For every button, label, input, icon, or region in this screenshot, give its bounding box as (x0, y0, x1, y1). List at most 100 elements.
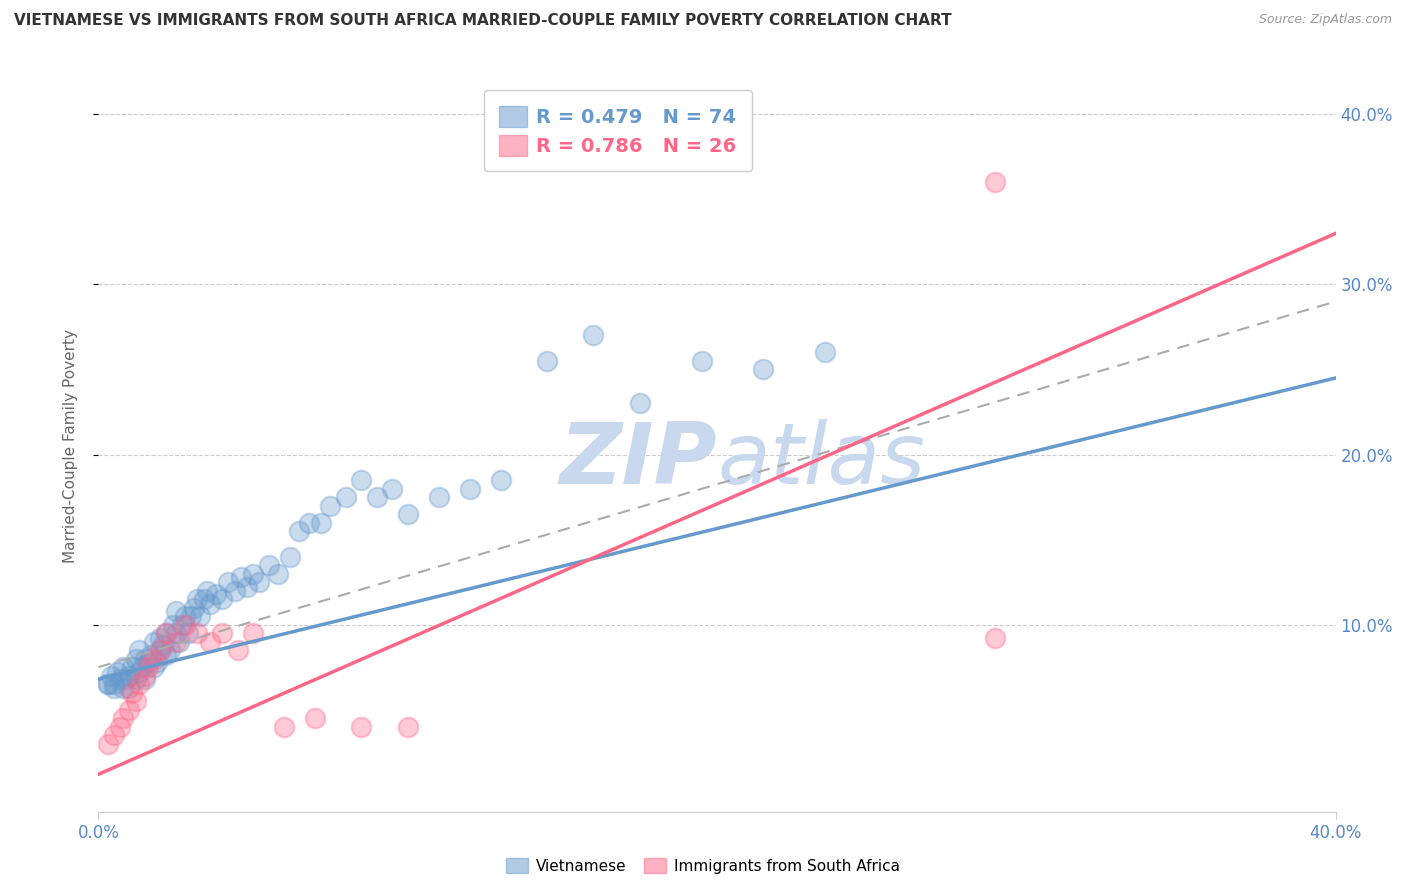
Point (211, 592, 233, 607)
Point (112, 681, 135, 695)
Point (267, 566, 290, 581)
Point (278, 549, 301, 564)
Point (198, 597, 221, 611)
Point (226, 643, 249, 657)
Point (118, 668, 141, 682)
Point (190, 609, 212, 624)
Point (984, 175, 1007, 189)
Point (134, 668, 156, 682)
Point (298, 516, 321, 530)
Text: atlas: atlas (717, 419, 925, 502)
Point (97, 677, 120, 691)
Legend: Vietnamese, Immigrants from South Africa: Vietnamese, Immigrants from South Africa (501, 852, 905, 880)
Point (100, 668, 122, 682)
Point (174, 609, 197, 624)
Point (211, 626, 233, 640)
Point (124, 651, 146, 665)
Point (257, 558, 280, 572)
Point (205, 587, 228, 601)
Point (582, 328, 605, 343)
Point (304, 711, 326, 725)
Point (193, 592, 215, 607)
Point (149, 643, 172, 657)
Point (536, 354, 558, 368)
Point (108, 720, 131, 734)
Point (224, 583, 246, 598)
Point (124, 672, 146, 686)
Point (170, 617, 193, 632)
Point (690, 354, 713, 368)
Point (396, 720, 419, 734)
Text: ZIP: ZIP (560, 419, 717, 502)
Point (143, 660, 166, 674)
Point (458, 482, 481, 496)
Point (350, 473, 373, 487)
Point (288, 524, 311, 538)
Point (97, 737, 120, 751)
Point (489, 473, 512, 487)
Point (350, 720, 373, 734)
Point (134, 651, 156, 665)
Point (155, 648, 177, 663)
Point (136, 660, 159, 674)
Point (247, 575, 270, 590)
Point (139, 648, 162, 663)
Point (427, 490, 450, 504)
Point (131, 660, 153, 674)
Point (242, 626, 264, 640)
Point (134, 672, 156, 686)
Point (165, 604, 187, 618)
Point (136, 655, 159, 669)
Point (105, 665, 128, 680)
Point (177, 626, 200, 640)
Point (143, 651, 166, 665)
Point (128, 677, 150, 691)
Text: VIETNAMESE VS IMMIGRANTS FROM SOUTH AFRICA MARRIED-COUPLE FAMILY POVERTY CORRELA: VIETNAMESE VS IMMIGRANTS FROM SOUTH AFRI… (14, 13, 952, 29)
Point (149, 631, 172, 645)
Point (118, 681, 141, 695)
Point (752, 362, 775, 376)
Point (162, 617, 184, 632)
Point (165, 634, 187, 648)
Point (103, 728, 125, 742)
Point (167, 634, 190, 648)
Point (319, 499, 342, 513)
Point (128, 643, 150, 657)
Point (236, 580, 259, 594)
Point (186, 626, 208, 640)
Point (273, 720, 295, 734)
Point (186, 592, 208, 607)
Point (242, 566, 264, 581)
Point (198, 634, 221, 648)
Legend: R = 0.479   N = 74, R = 0.786   N = 26: R = 0.479 N = 74, R = 0.786 N = 26 (484, 90, 752, 171)
Point (146, 655, 169, 669)
Point (165, 626, 187, 640)
Point (112, 660, 135, 674)
Point (183, 600, 205, 615)
Point (108, 672, 131, 686)
Point (159, 643, 181, 657)
Point (118, 703, 141, 717)
Point (984, 631, 1007, 645)
Point (115, 672, 138, 686)
Point (381, 482, 404, 496)
Point (112, 711, 135, 725)
Point (152, 638, 174, 652)
Point (155, 626, 177, 640)
Point (128, 665, 150, 680)
Point (229, 570, 252, 584)
Point (628, 396, 651, 410)
Point (814, 345, 837, 359)
Point (396, 507, 419, 521)
Point (103, 677, 125, 691)
Point (155, 626, 177, 640)
Point (103, 681, 125, 695)
Y-axis label: Married-Couple Family Poverty: Married-Couple Family Poverty (63, 329, 77, 563)
Point (124, 694, 146, 708)
Point (121, 660, 143, 674)
Point (195, 583, 218, 598)
Point (143, 634, 166, 648)
Point (217, 575, 239, 590)
Point (174, 617, 197, 632)
Point (121, 686, 143, 700)
